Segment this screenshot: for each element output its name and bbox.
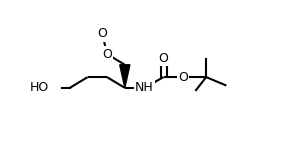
Text: O: O [97,28,107,40]
Text: O: O [159,52,168,65]
Text: O: O [178,71,188,84]
Text: O: O [102,48,112,60]
Polygon shape [120,65,130,88]
Text: HO: HO [30,81,49,94]
Text: NH: NH [135,81,153,94]
